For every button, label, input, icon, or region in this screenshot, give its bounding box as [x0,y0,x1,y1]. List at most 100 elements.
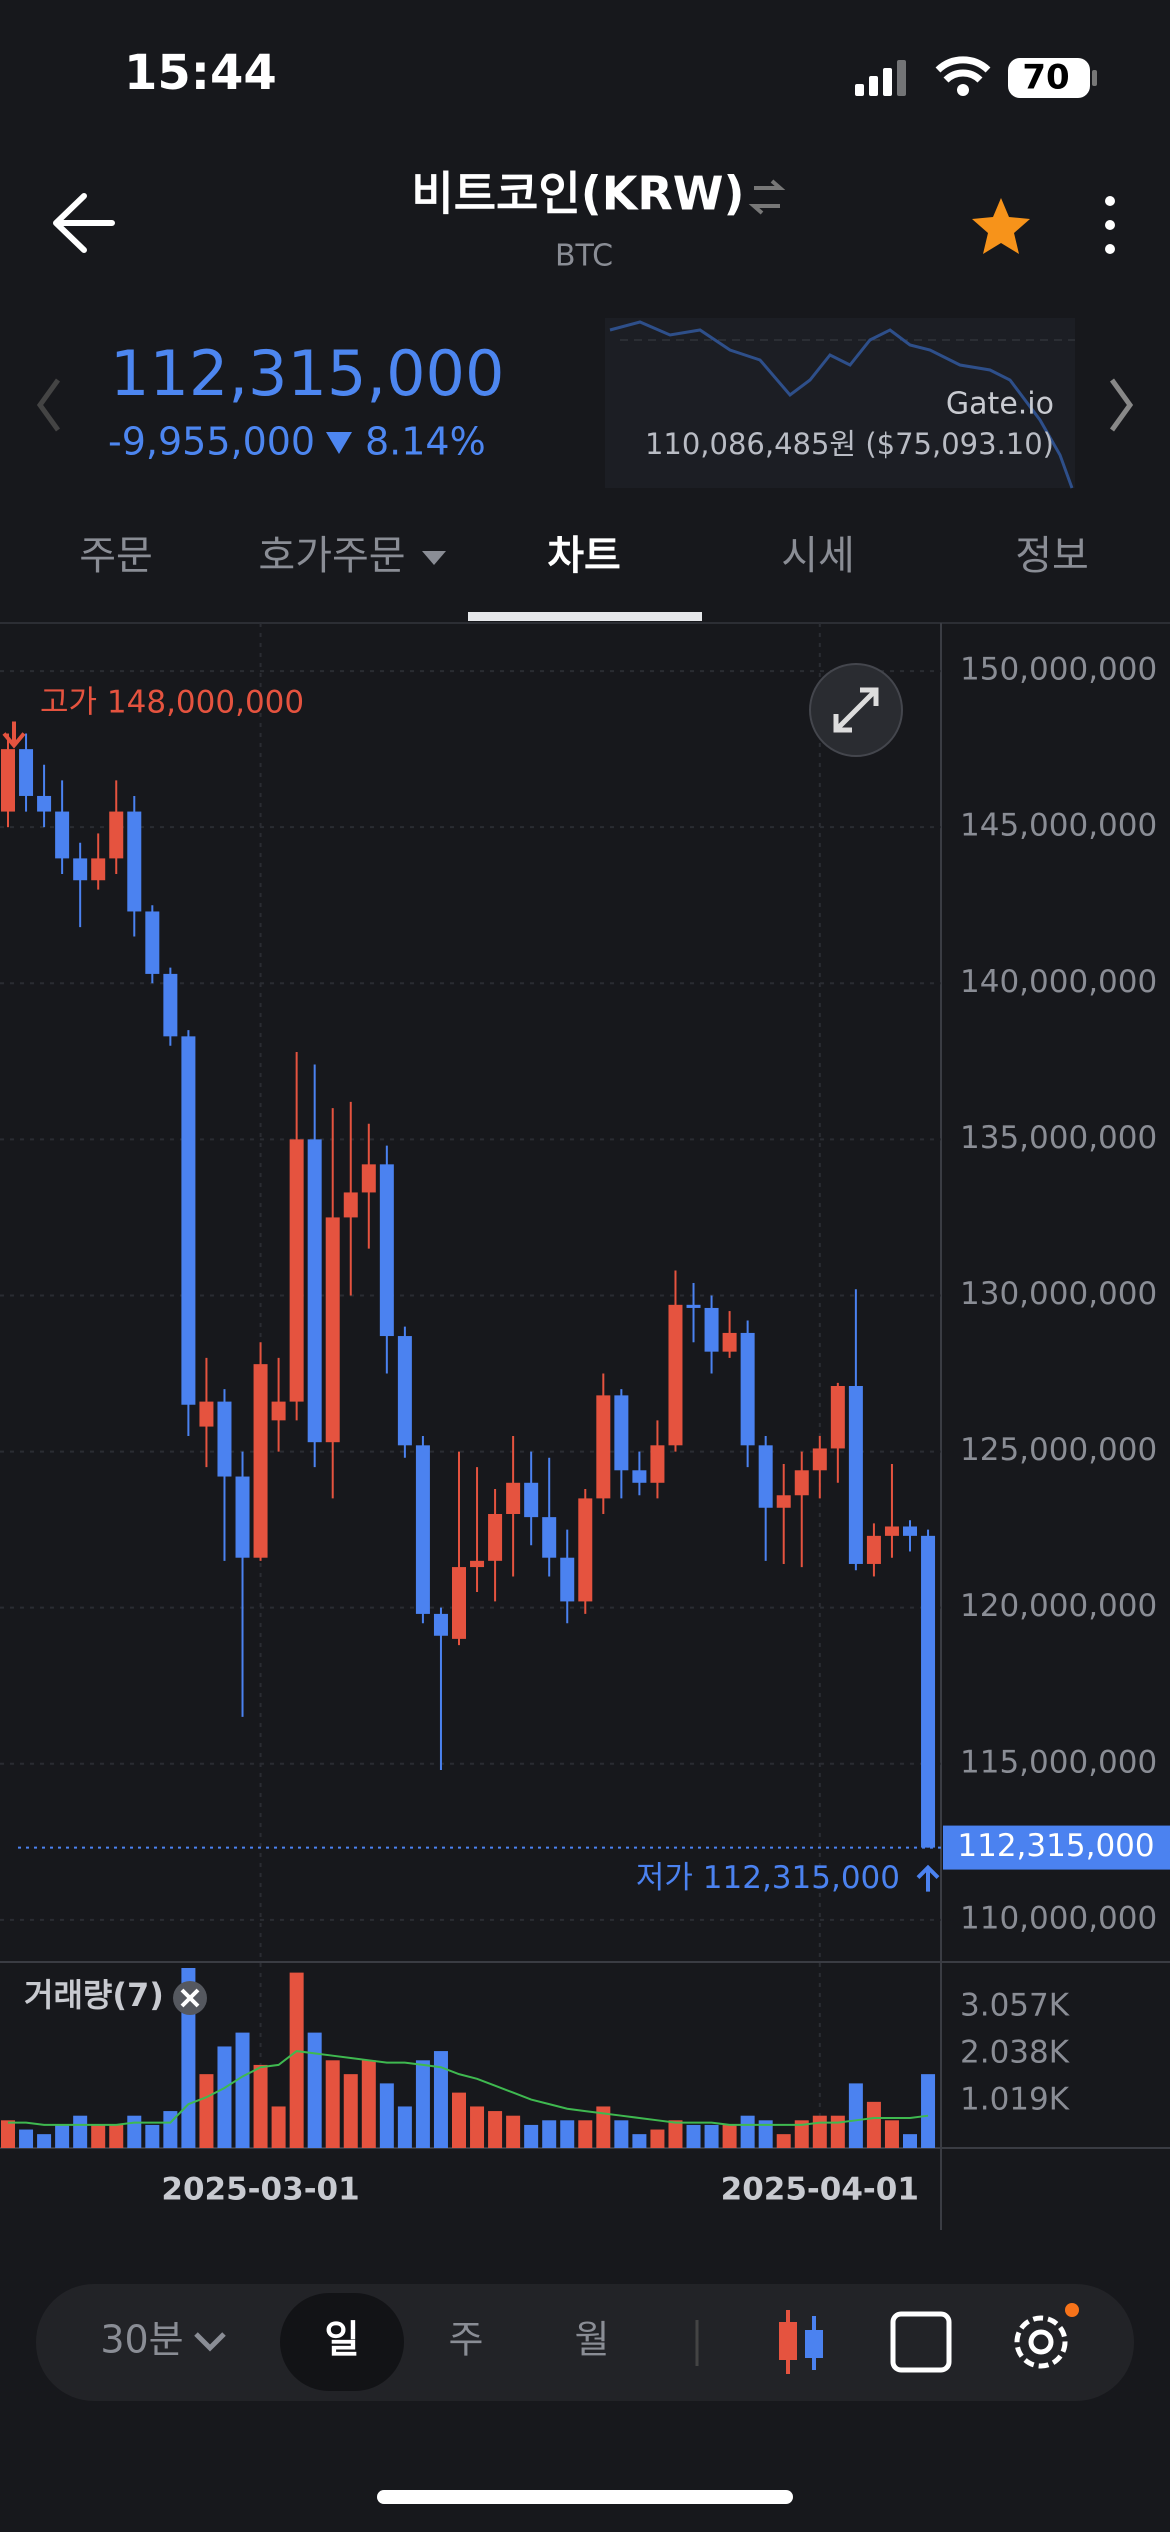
low-annotation: 저가 112,315,000 [636,1860,900,1896]
candle-body [415,1445,430,1614]
interval-chevron[interactable] [194,2332,226,2352]
mini-chart-line [609,320,1074,489]
volume-tick-label: 1.019K [960,2081,1070,2117]
period-button[interactable]: 일 [325,2318,360,2362]
volume-bar [758,2120,773,2148]
candle-type-button[interactable] [779,2310,823,2374]
tab-active[interactable]: 차트 [547,533,621,579]
drawing-button[interactable] [890,2311,952,2373]
candle-body [127,811,142,912]
volume-bar [488,2111,503,2148]
period-button[interactable]: 월 [575,2318,610,2362]
candle-body [903,1526,917,1536]
candle-body [19,749,34,796]
tab[interactable]: 호가주문 [258,533,405,579]
candle-body [55,811,70,859]
tab[interactable]: 주문 [79,533,153,579]
volume-bar [722,2124,737,2148]
candle-body [181,1036,196,1405]
volume-bar [452,2092,466,2148]
volume-bar [650,2129,665,2148]
candle-body [668,1304,683,1446]
back-button[interactable] [53,193,115,253]
volume-bar [524,2124,539,2148]
volume-ma-line [8,2050,929,2126]
y-tick-label: 145,000,000 [960,808,1157,844]
volume-bar [921,2074,936,2148]
header-title[interactable]: 비트코인(KRW) [411,167,744,221]
candle-body [1,749,15,812]
high-annotation: 고가 148,000,000 [40,685,304,721]
settings-button[interactable] [1014,2303,1079,2369]
expand-icon[interactable] [833,687,879,733]
volume-bar [740,2115,755,2148]
favorite-star[interactable] [972,198,1030,254]
candle-body [812,1448,827,1471]
signal-icon [855,60,906,96]
period-button[interactable]: 주 [449,2318,484,2362]
volume-bar [325,2060,340,2148]
candle-body [866,1535,881,1564]
candle-body [235,1476,250,1558]
candle-body [163,973,178,1037]
candle-body [470,1560,485,1568]
candle-body [379,1164,394,1337]
candle-body [37,795,52,812]
volume-bar [37,2134,52,2148]
volume-bar [866,2101,881,2148]
volume-bar [361,2060,376,2148]
candle-body [632,1470,647,1483]
candle-body [145,911,160,974]
candle-body [506,1482,521,1515]
candle-body [596,1395,611,1499]
volume-bar [614,2120,629,2148]
y-tick-label: 115,000,000 [960,1744,1157,1780]
candle-body [758,1445,773,1508]
volume-bar [848,2083,863,2148]
tab[interactable]: 시세 [781,533,855,579]
candle-body [488,1514,503,1561]
candle-body [253,1364,268,1558]
candle-body [109,811,124,859]
candle-body [722,1332,737,1352]
volume-bar [560,2120,575,2148]
interval-select[interactable]: 30분 [100,2318,183,2362]
volume-bar [289,1972,304,2148]
tab[interactable]: 정보 [1015,533,1089,579]
price-change: -9,955,000 [108,420,315,464]
prev-arrow[interactable] [36,378,61,432]
candle-body [560,1557,575,1602]
battery-icon [1008,58,1090,98]
volume-bar [578,2120,593,2148]
volume-bar [253,2064,268,2148]
header-subtitle: BTC [555,239,613,274]
volume-bar [19,2129,34,2148]
candle-body [776,1495,791,1508]
wifi-icon [935,56,991,83]
volume-title: 거래량(7) [24,1976,164,2014]
y-tick-label: 130,000,000 [960,1276,1157,1312]
volume-bar [379,2083,394,2148]
more-menu[interactable] [1105,196,1115,254]
status-time: 15:44 [124,45,277,101]
volume-bar [217,2046,232,2148]
candle-body [343,1192,358,1218]
candle-body [740,1332,755,1446]
volume-bar [199,2074,214,2148]
candle-body [217,1401,232,1477]
candle-body [433,1613,448,1636]
volume-close-icon[interactable] [180,1988,200,2008]
next-arrow[interactable] [1109,378,1134,432]
swap-icon[interactable] [748,179,786,215]
volume-bar [596,2106,611,2148]
candle-body [578,1498,593,1602]
candle-body [307,1139,322,1443]
volume-bar [506,2115,521,2148]
candle-body [452,1567,466,1639]
volume-bar [704,2124,719,2148]
tab-dropdown[interactable] [422,551,446,565]
volume-bar [632,2134,647,2148]
low-arrow [916,1864,940,1892]
